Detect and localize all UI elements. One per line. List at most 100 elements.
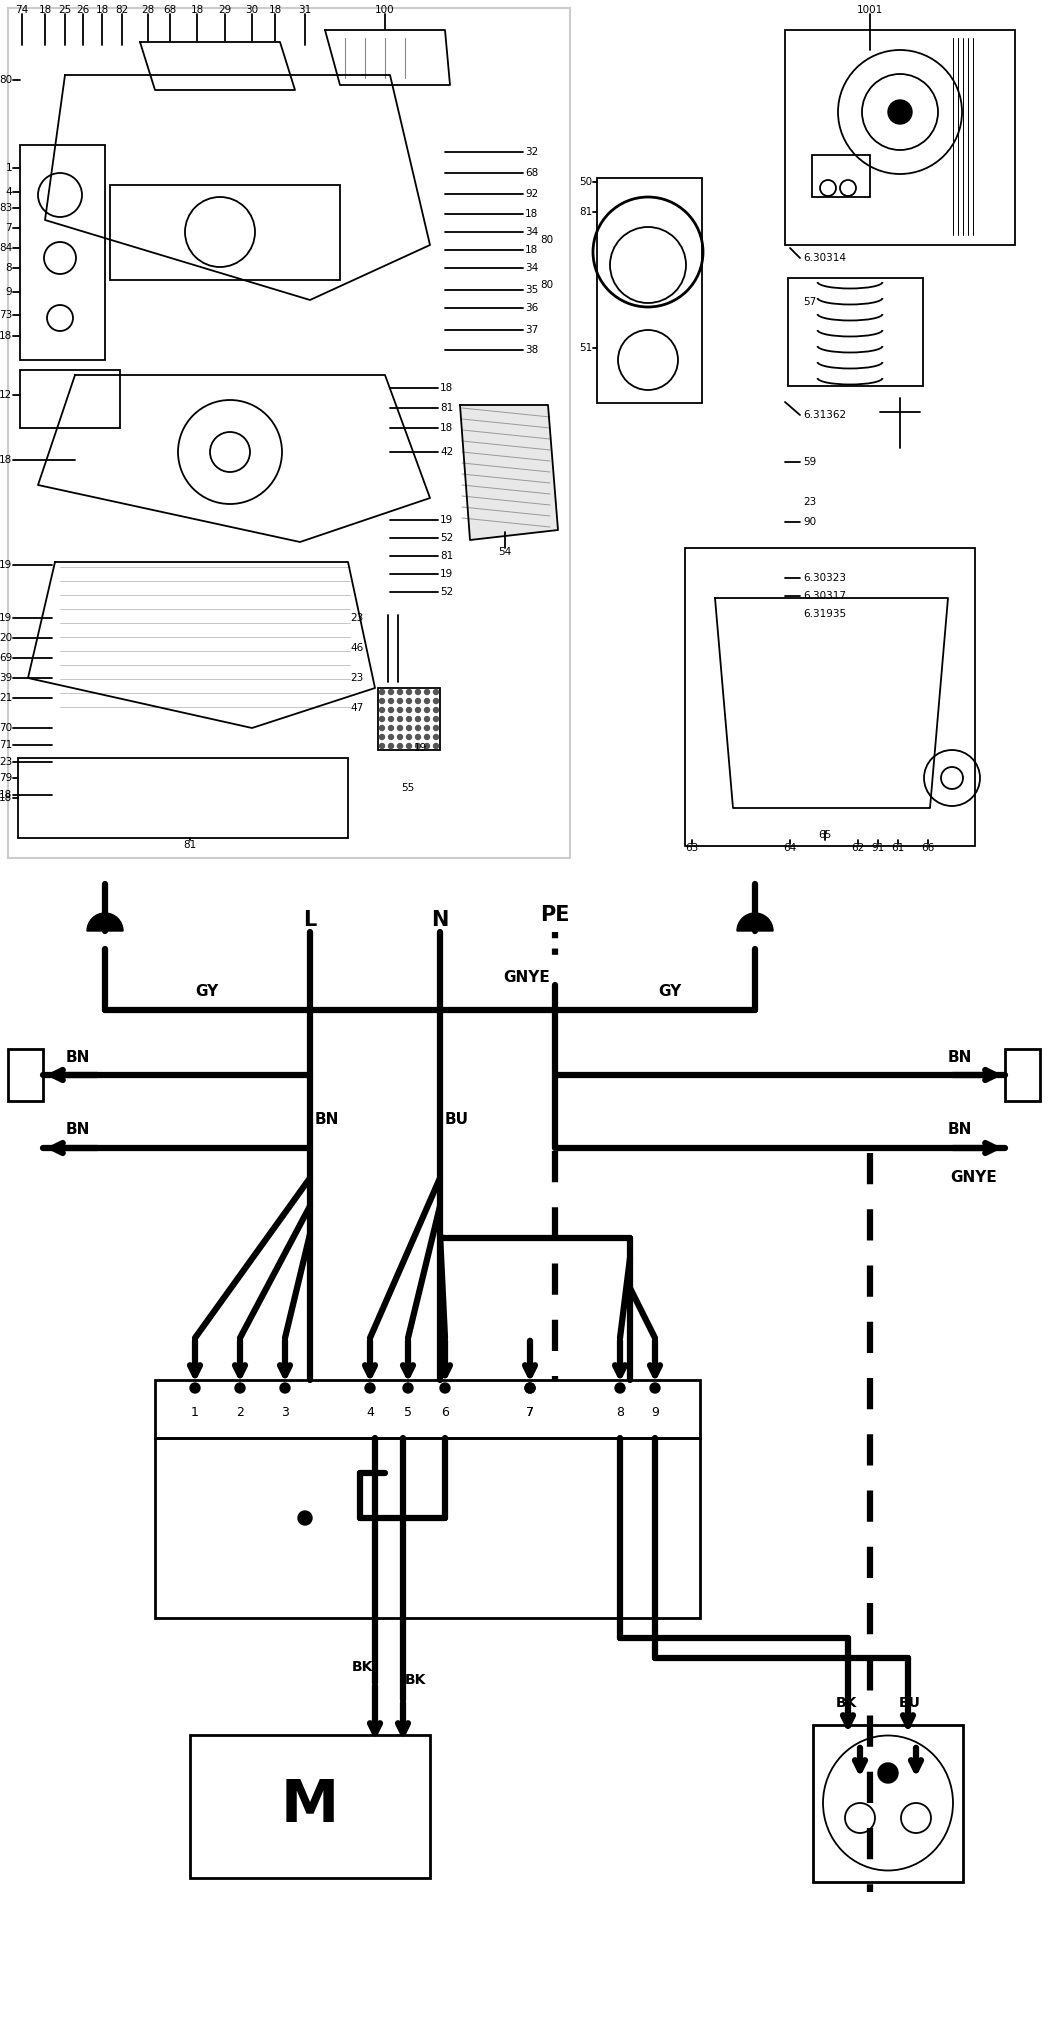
Bar [18, 759, 348, 838]
Text: 42: 42 [440, 447, 454, 457]
Bar [8, 1048, 43, 1101]
Text: GNYE: GNYE [950, 1170, 996, 1185]
Circle shape [388, 699, 394, 703]
Text: 68: 68 [164, 4, 176, 14]
Text: 100: 100 [375, 4, 395, 14]
Circle shape [440, 1382, 450, 1393]
Text: 59: 59 [803, 457, 816, 467]
Bar [785, 31, 1015, 245]
Circle shape [379, 726, 384, 730]
Text: 23: 23 [350, 673, 363, 683]
Wedge shape [737, 913, 773, 932]
Text: 19: 19 [440, 569, 454, 579]
Text: 18: 18 [440, 383, 454, 394]
Text: 4: 4 [5, 188, 12, 198]
Circle shape [398, 699, 402, 703]
Text: 36: 36 [525, 304, 539, 314]
Text: PE: PE [541, 905, 570, 926]
Text: 20: 20 [0, 632, 12, 642]
Circle shape [235, 1382, 245, 1393]
Circle shape [406, 708, 412, 712]
Text: 35: 35 [525, 285, 539, 296]
Circle shape [434, 708, 439, 712]
Text: 1: 1 [5, 163, 12, 173]
Text: 19: 19 [0, 561, 12, 571]
Circle shape [388, 726, 394, 730]
Circle shape [525, 1382, 536, 1393]
Polygon shape [715, 597, 948, 807]
Text: 34: 34 [525, 263, 539, 273]
Text: 39: 39 [0, 673, 12, 683]
Circle shape [406, 734, 412, 740]
Bar [685, 548, 975, 846]
Text: BN: BN [948, 1050, 972, 1064]
Text: 63: 63 [686, 842, 698, 852]
Circle shape [434, 689, 439, 695]
Text: 71: 71 [0, 740, 12, 750]
Text: 6.31935: 6.31935 [803, 610, 846, 620]
Circle shape [388, 744, 394, 748]
Text: 73: 73 [0, 310, 12, 320]
Text: 55: 55 [401, 783, 415, 793]
Text: 80: 80 [0, 75, 12, 86]
Text: 6.30317: 6.30317 [803, 591, 846, 602]
Circle shape [650, 1382, 660, 1393]
Text: 52: 52 [440, 587, 454, 597]
Text: 2: 2 [236, 1405, 244, 1419]
Text: 7: 7 [5, 222, 12, 232]
Circle shape [406, 716, 412, 722]
Circle shape [525, 1382, 536, 1393]
Text: BK: BK [836, 1696, 857, 1711]
Circle shape [190, 1382, 200, 1393]
Text: 18: 18 [269, 4, 281, 14]
Text: 28: 28 [142, 4, 154, 14]
Circle shape [416, 708, 420, 712]
Polygon shape [326, 31, 450, 86]
Circle shape [424, 708, 429, 712]
Text: 18: 18 [190, 4, 204, 14]
Text: 7: 7 [526, 1405, 534, 1419]
Text: 1: 1 [191, 1405, 198, 1419]
Text: 5: 5 [404, 1405, 412, 1419]
Text: BU: BU [899, 1696, 921, 1711]
Polygon shape [140, 43, 295, 90]
Text: 80: 80 [540, 234, 553, 245]
Text: 18: 18 [39, 4, 51, 14]
Circle shape [878, 1764, 898, 1782]
Circle shape [403, 1382, 413, 1393]
Text: GY: GY [658, 985, 681, 999]
Text: 52: 52 [440, 532, 454, 542]
Wedge shape [87, 913, 123, 932]
Circle shape [298, 1511, 312, 1525]
Text: 26: 26 [77, 4, 89, 14]
Circle shape [424, 699, 429, 703]
Circle shape [379, 744, 384, 748]
Text: 81: 81 [184, 840, 196, 850]
Text: 69: 69 [0, 652, 12, 663]
Text: GNYE: GNYE [503, 971, 550, 985]
Circle shape [398, 716, 402, 722]
Circle shape [434, 726, 439, 730]
Text: 70: 70 [0, 724, 12, 732]
Text: 18: 18 [0, 330, 12, 341]
Circle shape [434, 744, 439, 748]
Circle shape [424, 726, 429, 730]
Text: 79: 79 [0, 773, 12, 783]
Text: 9: 9 [651, 1405, 659, 1419]
Text: 54: 54 [499, 546, 511, 557]
Circle shape [424, 716, 429, 722]
Text: 81: 81 [440, 551, 454, 561]
Text: BU: BU [445, 1113, 469, 1128]
Bar [155, 1380, 700, 1437]
Text: 8: 8 [5, 263, 12, 273]
Text: 46: 46 [350, 642, 363, 652]
Text: BK: BK [352, 1660, 373, 1674]
Bar [20, 369, 120, 428]
Circle shape [424, 744, 429, 748]
Text: 31: 31 [298, 4, 312, 14]
Circle shape [388, 716, 394, 722]
Text: 8: 8 [616, 1405, 624, 1419]
Text: 62: 62 [852, 842, 864, 852]
Text: 3: 3 [281, 1405, 289, 1419]
Text: 64: 64 [783, 842, 797, 852]
